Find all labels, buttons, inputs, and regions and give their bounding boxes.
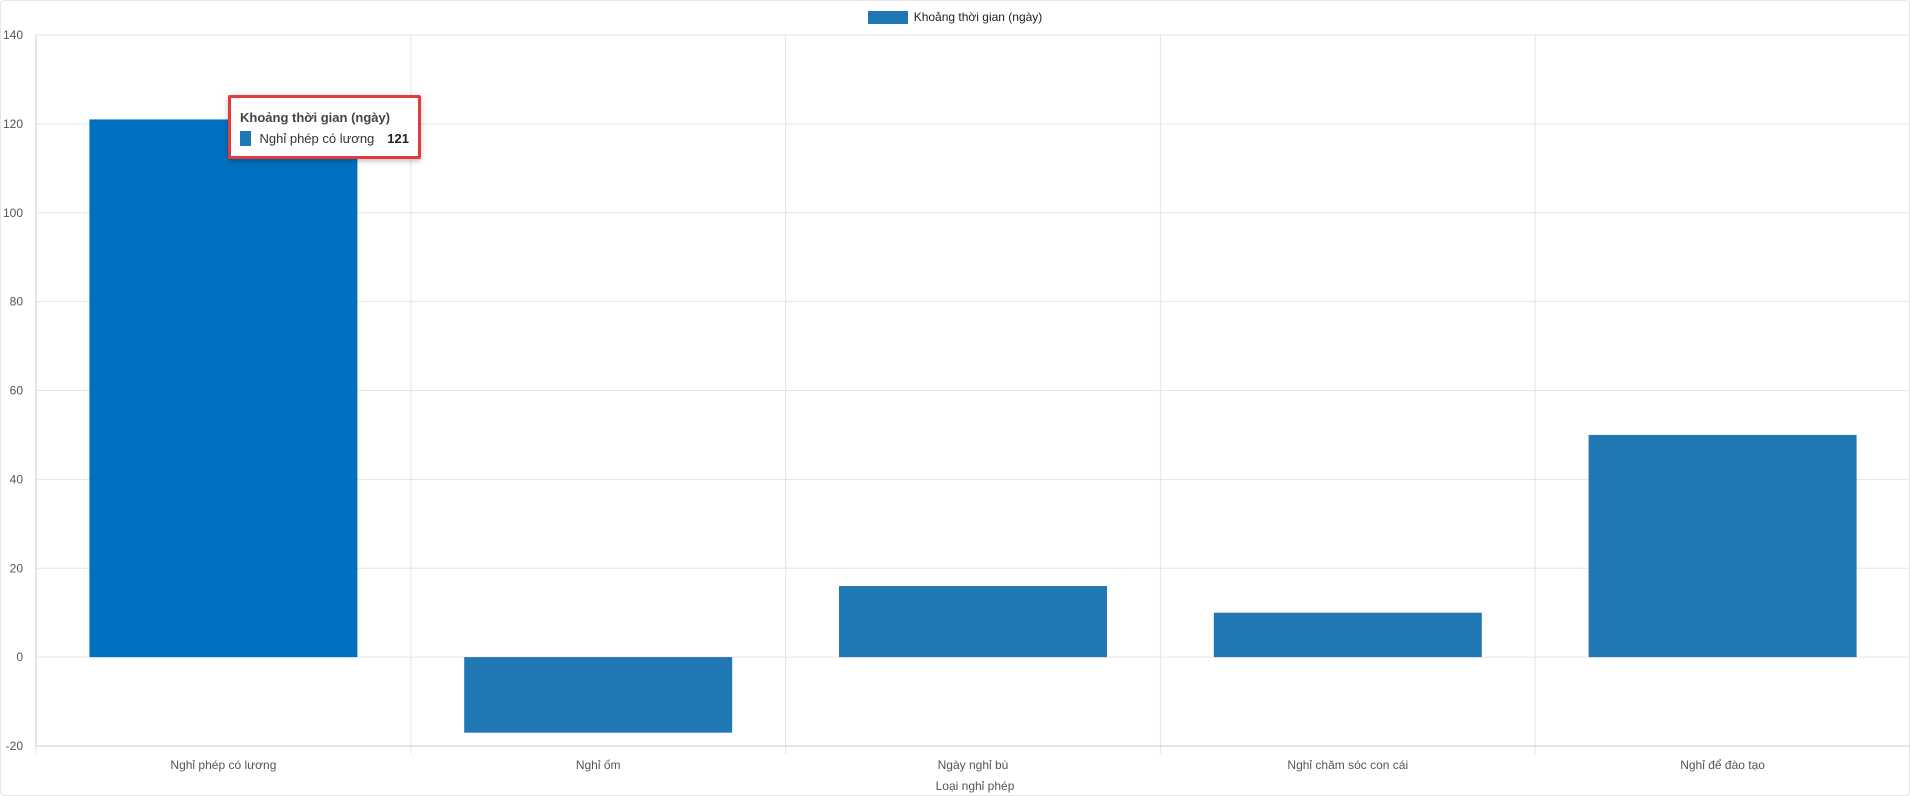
y-tick-label: 60 [10,384,24,398]
bar[interactable] [464,657,733,733]
tooltip-label: Nghỉ phép có lương [259,131,375,146]
x-tick-label: Nghỉ chăm sóc con cái [1287,758,1408,772]
bar-tooltip: Khoảng thời gian (ngày) Nghỉ phép có lươ… [228,95,421,159]
legend-label[interactable]: Khoảng thời gian (ngày) [913,10,1043,24]
y-tick-label: 40 [10,472,24,486]
x-tick-label: Nghỉ để đào tạo [1680,758,1765,772]
y-tick-label: 80 [10,295,24,309]
chart-legend[interactable]: Khoảng thời gian (ngày) [0,10,1910,24]
tooltip-row: Nghỉ phép có lương 121 [240,131,409,146]
x-axis-title: Loại nghỉ phép [936,779,1015,793]
y-tick-label: -20 [6,739,24,753]
bars [89,119,1857,733]
bar[interactable] [89,119,358,658]
y-tick-label: 20 [10,561,24,575]
bar[interactable] [1588,434,1857,658]
y-tick-label: 140 [3,28,23,42]
x-tick-label: Nghỉ ốm [576,758,621,772]
y-tick-label: 0 [16,650,23,664]
y-tick-label: 120 [3,117,23,131]
tooltip-color-swatch [240,131,252,146]
tooltip-value: 121 [387,131,409,146]
y-tick-label: 100 [3,206,23,220]
legend-swatch[interactable] [867,10,908,24]
x-tick-label: Ngày nghỉ bù [938,758,1009,772]
bar[interactable] [1213,612,1482,658]
x-tick-label: Nghỉ phép có lương [170,758,276,772]
bar[interactable] [839,586,1107,658]
tooltip-title: Khoảng thời gian (ngày) [240,110,391,125]
